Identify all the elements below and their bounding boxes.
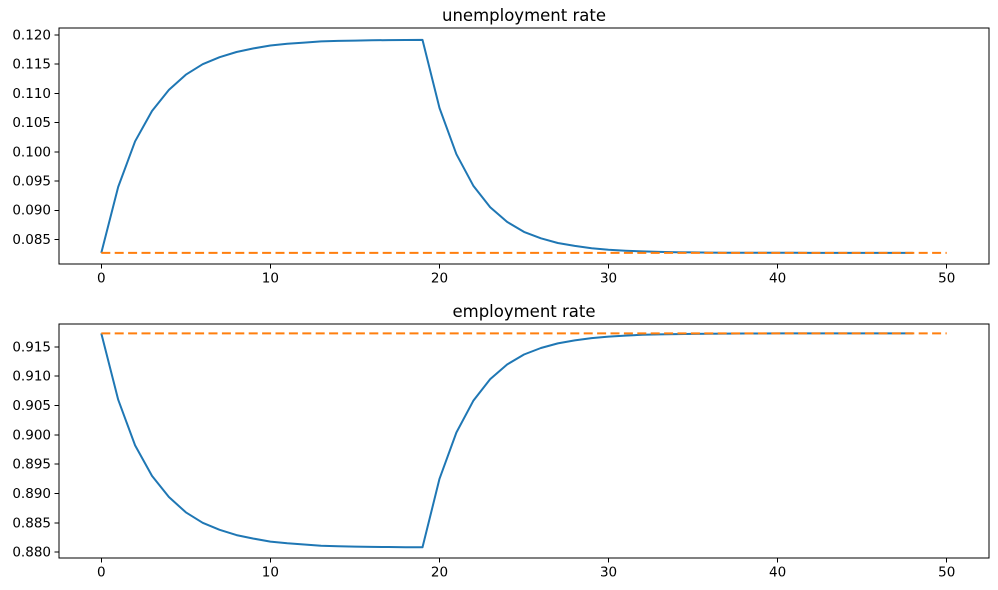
y-tick-label: 0.905 [12,398,51,414]
x-tick-label: 50 [938,271,955,287]
y-tick-label: 0.910 [12,369,51,385]
x-tick-label: 40 [769,565,786,581]
y-tick-label: 0.895 [12,457,51,473]
y-tick-label: 0.120 [12,27,51,43]
x-tick-label: 30 [600,565,617,581]
y-tick-label: 0.090 [12,203,51,219]
x-tick-label: 10 [262,565,279,581]
x-tick-label: 0 [97,271,106,287]
unemployment-chart-title: unemployment rate [442,6,606,25]
y-tick-label: 0.880 [12,545,51,561]
employment-path-line [100,332,913,549]
x-tick-label: 40 [769,271,786,287]
y-tick-label: 0.100 [12,144,51,160]
y-tick-label: 0.900 [12,427,51,443]
y-tick-label: 0.890 [12,486,51,502]
x-tick-label: 20 [431,565,448,581]
axes-frame [58,27,990,265]
y-tick-label: 0.885 [12,515,51,531]
y-tick-label: 0.115 [12,57,51,73]
y-tick-label: 0.915 [12,339,51,355]
x-tick-label: 20 [431,271,448,287]
employment-chart-title: employment rate [452,302,596,321]
y-tick-label: 0.110 [12,86,51,102]
y-tick-label: 0.105 [12,115,51,131]
unemployment-path-line [100,38,913,254]
axes-frame [58,323,990,559]
y-tick-label: 0.085 [12,232,51,248]
x-tick-label: 0 [97,565,106,581]
x-tick-label: 10 [262,271,279,287]
x-tick-label: 50 [938,565,955,581]
x-tick-label: 30 [600,271,617,287]
y-tick-label: 0.095 [12,174,51,190]
